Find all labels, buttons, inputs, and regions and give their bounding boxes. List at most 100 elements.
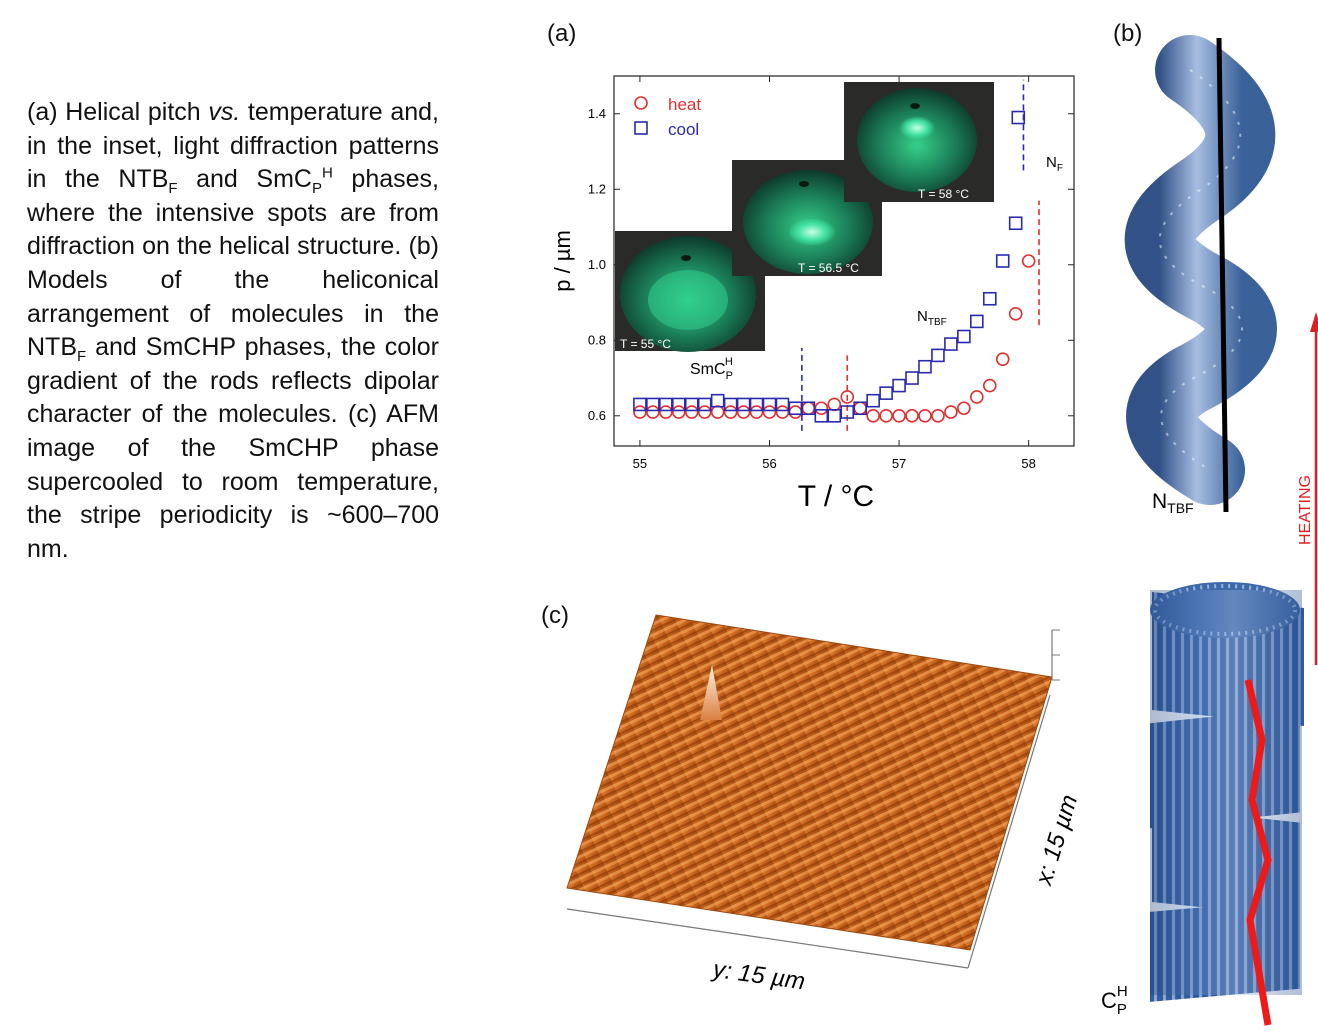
inset-label-56-5: T = 56.5 °C bbox=[798, 261, 859, 275]
x-tick-label: 55 bbox=[633, 456, 647, 471]
data-point-heat bbox=[684, 405, 699, 419]
data-point-heat bbox=[879, 408, 893, 423]
data-point-cool bbox=[918, 359, 932, 374]
panel-label-b: (b) bbox=[1113, 20, 1143, 47]
data-point-cool bbox=[749, 397, 764, 412]
data-point-cool bbox=[671, 397, 686, 412]
data-point-cool bbox=[1011, 110, 1026, 125]
data-point-heat bbox=[788, 405, 803, 419]
pitch-vs-temperature-chart: 55 56 57 58 0.6 0.8 1.0 1.2 1.4 T = 55 °C T = 56… bbox=[550, 75, 1075, 513]
helix-axis-line bbox=[1216, 37, 1229, 513]
data-point-heat bbox=[957, 401, 971, 416]
data-point-cool bbox=[840, 405, 855, 419]
data-point-heat bbox=[995, 352, 1010, 366]
data-point-heat bbox=[944, 405, 958, 419]
y-axis-label: p / µm bbox=[550, 230, 575, 292]
data-point-cool bbox=[762, 397, 777, 412]
data-point-cool bbox=[646, 397, 660, 412]
figure-caption: (a) Helical pitch vs. temperature and, i… bbox=[27, 98, 439, 563]
data-point-cool bbox=[736, 397, 751, 412]
inset-photo-58 bbox=[844, 82, 994, 202]
afm-image: y: 15 µm x: 15 µm bbox=[566, 614, 1083, 995]
legend-cool-label: cool bbox=[668, 120, 699, 139]
data-point-cool bbox=[697, 397, 712, 412]
data-point-cool bbox=[814, 408, 829, 423]
heating-label: HEATING bbox=[1297, 475, 1314, 545]
data-point-cool bbox=[931, 348, 945, 363]
data-point-heat bbox=[646, 405, 660, 419]
smc-layered-model bbox=[1150, 582, 1304, 1002]
data-point-heat bbox=[1008, 307, 1023, 321]
data-point-heat bbox=[918, 408, 932, 423]
data-point-heat bbox=[853, 401, 867, 416]
data-point-heat bbox=[840, 390, 855, 404]
data-point-heat bbox=[710, 405, 725, 419]
data-point-cool bbox=[633, 397, 647, 412]
data-point-heat bbox=[736, 405, 751, 419]
x-tick-label: 56 bbox=[762, 456, 776, 471]
data-point-heat bbox=[749, 405, 764, 419]
data-point-cool bbox=[970, 314, 984, 329]
data-point-cool bbox=[982, 291, 997, 306]
heating-arrow-head bbox=[1310, 312, 1318, 332]
data-point-cool bbox=[684, 397, 699, 412]
annotation-smc: SmCPH bbox=[690, 356, 733, 382]
x-axis-label: T / °C bbox=[798, 480, 874, 513]
data-point-cool bbox=[827, 408, 842, 423]
data-point-cool bbox=[775, 397, 790, 412]
data-point-cool bbox=[1008, 216, 1023, 231]
molecular-models: NTBF HEATING SmCPH bbox=[1100, 35, 1318, 1026]
data-point-cool bbox=[788, 401, 803, 416]
data-point-heat bbox=[762, 405, 777, 419]
ntbf-model-label: NTBF bbox=[1152, 490, 1194, 516]
data-point-heat bbox=[931, 408, 945, 423]
data-point-cool bbox=[866, 393, 880, 408]
data-point-cool bbox=[723, 397, 738, 412]
inset-label-58: T = 58 °C bbox=[918, 187, 969, 201]
data-point-heat bbox=[827, 397, 842, 412]
x-tick-label: 58 bbox=[1021, 456, 1035, 471]
smc-model-label: SmCPH bbox=[1100, 983, 1128, 1018]
data-point-heat bbox=[866, 408, 880, 423]
data-point-heat bbox=[892, 408, 906, 423]
legend-heat-marker bbox=[634, 96, 648, 110]
data-point-heat bbox=[970, 390, 984, 404]
inset-label-55: T = 55 °C bbox=[620, 337, 671, 351]
data-point-heat bbox=[982, 378, 997, 393]
data-point-cool bbox=[892, 378, 906, 393]
legend-cool-marker bbox=[634, 121, 648, 135]
data-point-heat bbox=[905, 408, 919, 423]
data-point-cool bbox=[944, 337, 958, 351]
data-point-heat bbox=[633, 405, 647, 419]
data-point-heat bbox=[723, 405, 738, 419]
data-point-heat bbox=[671, 405, 686, 419]
data-point-heat bbox=[814, 401, 829, 416]
legend-heat-label: heat bbox=[668, 95, 701, 114]
data-point-cool bbox=[659, 397, 673, 412]
panel-label-a: (a) bbox=[547, 20, 577, 47]
data-point-cool bbox=[995, 254, 1010, 268]
data-point-heat bbox=[775, 405, 790, 419]
annotation-ntbf: NTBF bbox=[917, 308, 947, 328]
data-point-heat bbox=[801, 401, 816, 416]
data-markers bbox=[633, 110, 1036, 423]
annotation-nf: NF bbox=[1046, 154, 1063, 174]
afm-x-axis bbox=[967, 694, 1051, 969]
plot-frame bbox=[613, 75, 1075, 447]
ntbf-helix-model bbox=[1124, 35, 1277, 505]
data-point-cool bbox=[905, 371, 919, 385]
axis-ticks: 55 56 57 58 0.6 0.8 1.0 1.2 1.4 bbox=[588, 76, 1074, 471]
panel-label-c: (c) bbox=[541, 602, 569, 629]
data-point-heat bbox=[697, 405, 712, 419]
data-point-heat bbox=[659, 405, 673, 419]
y-tick-label: 0.8 bbox=[588, 332, 606, 347]
afm-x-label: x: 15 µm bbox=[1030, 792, 1083, 889]
data-point-cool bbox=[710, 393, 725, 408]
x-tick-label: 57 bbox=[892, 456, 906, 471]
data-point-heat bbox=[1021, 254, 1036, 268]
y-tick-label: 1.2 bbox=[588, 181, 606, 196]
y-tick-label: 1.0 bbox=[588, 257, 606, 272]
afm-y-axis bbox=[566, 908, 969, 969]
afm-peak bbox=[700, 665, 722, 720]
data-point-cool bbox=[853, 401, 867, 416]
